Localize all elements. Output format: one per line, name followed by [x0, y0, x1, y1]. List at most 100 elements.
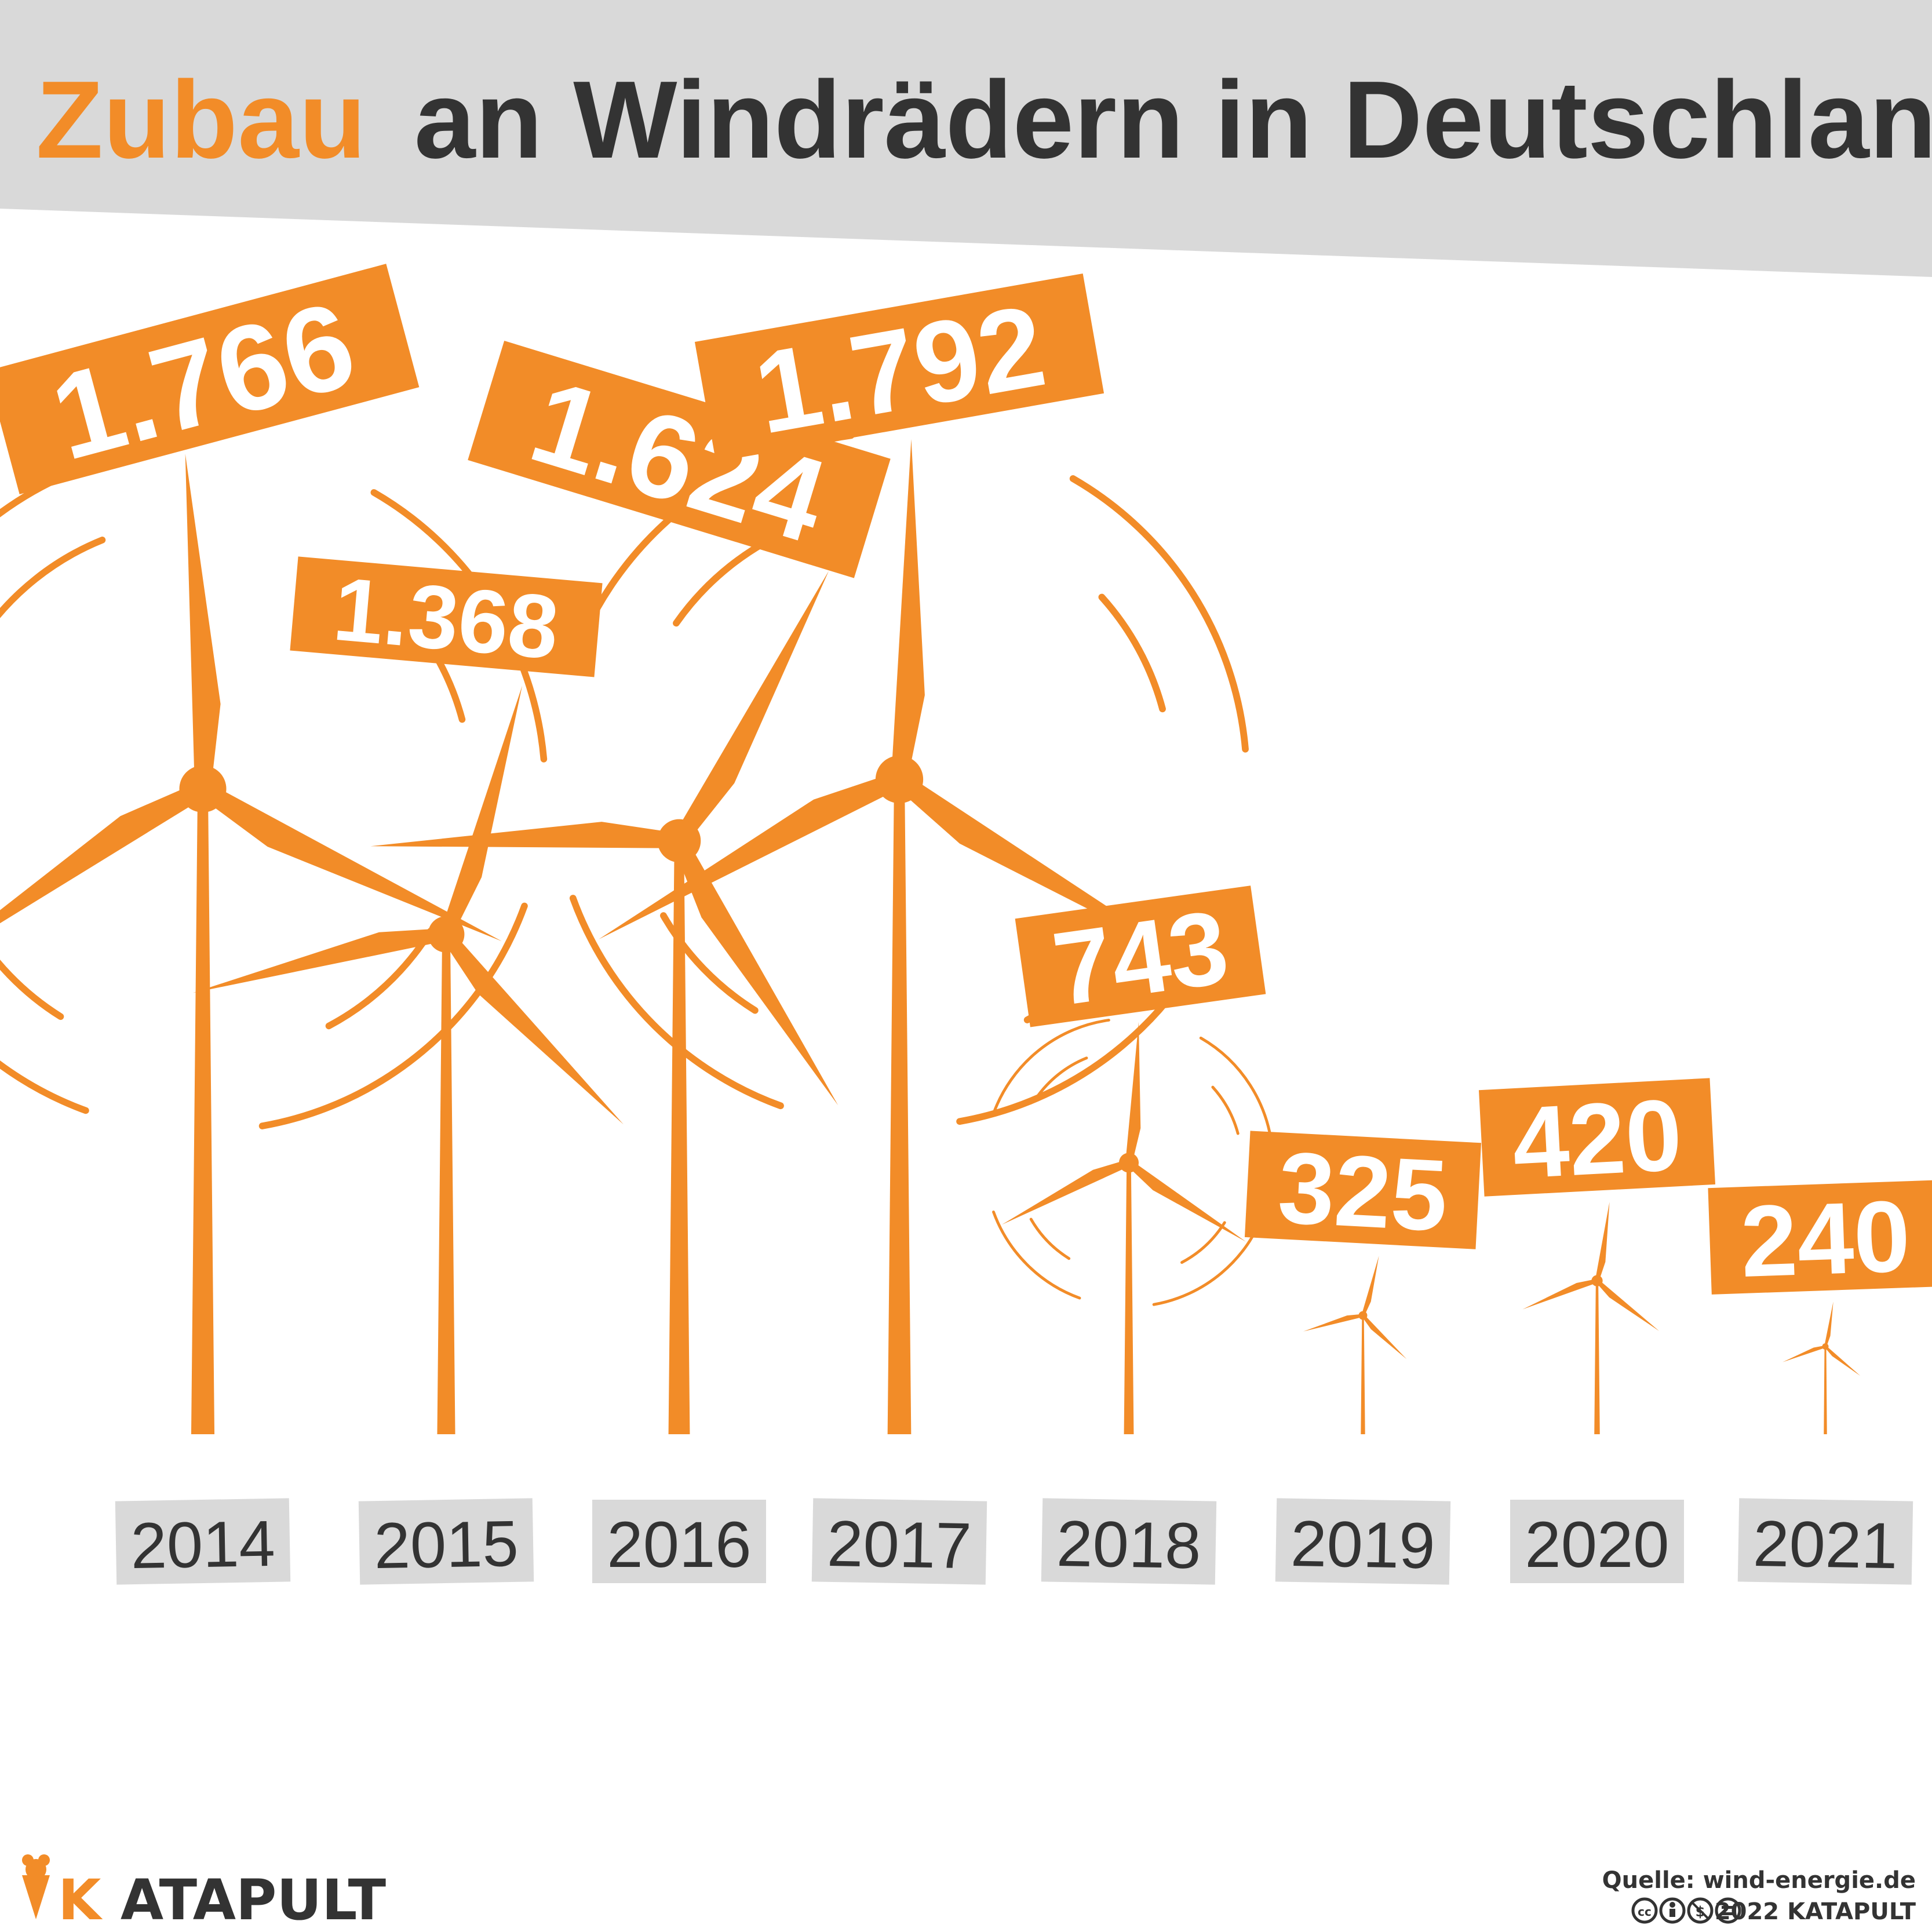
year-label-text: 2016: [607, 1508, 751, 1581]
turbine-tower: [437, 934, 455, 1434]
turbine-blade: [1127, 1160, 1246, 1242]
turbine-blade: [1361, 1256, 1379, 1316]
year-label-text: 2017: [826, 1507, 972, 1582]
page-title: Zubau an Windrädern in Deutschland: [36, 59, 1932, 181]
year-label-box: [358, 1498, 534, 1585]
source-text: Quelle: wind-energie.de: [1602, 1867, 1916, 1894]
year-label-box: [811, 1498, 987, 1585]
turbine-hub: [1591, 1275, 1603, 1286]
turbine-2016: [370, 571, 839, 1434]
turbine-tower: [887, 779, 912, 1434]
turbine-blade: [440, 686, 523, 936]
nc-icon: $: [1687, 1897, 1714, 1924]
turbine-blade: [370, 822, 680, 848]
value-label-box: [0, 264, 420, 494]
turbine-blade: [1595, 1279, 1660, 1331]
year-label-box: [1737, 1498, 1913, 1585]
svg-text:cc: cc: [1638, 1905, 1652, 1919]
year-label-2019: 2019: [1275, 1498, 1451, 1585]
title-highlight: Zubau: [36, 59, 366, 181]
cc-icon: cc: [1631, 1897, 1658, 1924]
value-label-box: [1708, 1180, 1932, 1295]
turbine-hub: [657, 819, 701, 863]
year-label-2017: 2017: [811, 1498, 987, 1585]
katapult-logo: K ATAPULT: [22, 1854, 386, 1932]
value-label-text: 1.368: [330, 559, 562, 678]
nd-icon: [1715, 1897, 1741, 1924]
value-label-2021: 240: [1708, 1180, 1932, 1299]
turbine-blade: [1824, 1346, 1861, 1376]
value-label-box: [1478, 1078, 1716, 1197]
brand-name-rest: ATAPULT: [121, 1868, 386, 1932]
turbine-blade: [672, 837, 839, 1106]
turbine-tower: [1124, 1162, 1134, 1434]
value-label-2017: 1.792: [694, 273, 1104, 462]
turbine-blade: [1002, 1160, 1131, 1225]
turbine-blade: [1782, 1345, 1826, 1362]
value-label-2019: 325: [1244, 1131, 1482, 1253]
value-label-box: [468, 340, 891, 578]
value-label-2018: 743: [1015, 885, 1266, 1028]
turbine-hub: [1822, 1343, 1829, 1350]
turbine-2019: [1303, 1256, 1407, 1434]
motion-arcs: [0, 446, 548, 1129]
value-label-box: [1015, 885, 1266, 1027]
turbine-marks: [0, 432, 1861, 1434]
turbine-hub: [1358, 1311, 1368, 1320]
turbine-hub: [1118, 1153, 1139, 1173]
year-label-box: [1510, 1500, 1684, 1583]
turbine-2018: [992, 1018, 1274, 1434]
year-label-text: 2014: [130, 1507, 275, 1582]
value-label-text: 743: [1047, 888, 1235, 1028]
value-label-text: 1.766: [39, 276, 368, 486]
year-labels: 2014 2015 2016 2017 2018 2019 2020 2021: [115, 1498, 1913, 1585]
value-label-2014: 1.766: [0, 264, 420, 494]
turbine-blade: [0, 782, 207, 924]
year-label-box: [115, 1498, 291, 1585]
turbine-2021: [1782, 1302, 1861, 1434]
copyright-text: 2022 KATAPULT: [1715, 1898, 1916, 1925]
turbine-hub: [428, 916, 465, 953]
turbine-blade: [891, 439, 925, 780]
value-label-text: 420: [1510, 1078, 1685, 1200]
year-label-2015: 2015: [358, 1498, 534, 1585]
year-label-box: [592, 1500, 766, 1583]
turbine-blade: [185, 454, 221, 790]
license-icons: cc $: [1631, 1897, 1741, 1924]
turbine-tower: [668, 840, 690, 1434]
turbine-tower: [1361, 1315, 1365, 1434]
turbine-blade: [1595, 1202, 1610, 1281]
title-rest: an Windrädern in Deutschland: [414, 59, 1932, 181]
value-label-box: [1244, 1131, 1482, 1249]
turbine-2020: [1522, 1202, 1660, 1434]
year-label-2021: 2021: [1737, 1498, 1913, 1585]
title-band: [0, 0, 1932, 277]
year-label-text: 2019: [1290, 1507, 1435, 1582]
turbine-blade: [1522, 1279, 1598, 1310]
value-label-box: [290, 556, 603, 677]
turbine-2015: [192, 686, 624, 1434]
turbine-blade: [1824, 1302, 1833, 1347]
turbine-tower: [1824, 1346, 1827, 1434]
turbine-tower: [191, 789, 215, 1434]
turbine-tower: [1594, 1281, 1600, 1434]
value-label-2020: 420: [1478, 1078, 1716, 1200]
year-label-text: 2015: [373, 1507, 519, 1582]
turbine-blade: [1125, 1022, 1141, 1163]
turbine-blade: [442, 929, 624, 1125]
turbine-blade: [199, 781, 502, 942]
turbine-blade: [599, 772, 903, 939]
by-icon: [1659, 1897, 1686, 1924]
turbine-blade: [1303, 1314, 1364, 1332]
turbine-blade: [192, 928, 448, 993]
year-label-2020: 2020: [1510, 1500, 1684, 1583]
turbine-blade: [672, 571, 829, 845]
turbine-hub: [179, 765, 227, 812]
turbine-blade: [1362, 1314, 1407, 1359]
value-label-2015: 1.368: [290, 556, 603, 678]
year-label-2014: 2014: [115, 1498, 291, 1585]
katapult-cone-icon: [22, 1854, 50, 1919]
value-label-box: [694, 273, 1104, 462]
